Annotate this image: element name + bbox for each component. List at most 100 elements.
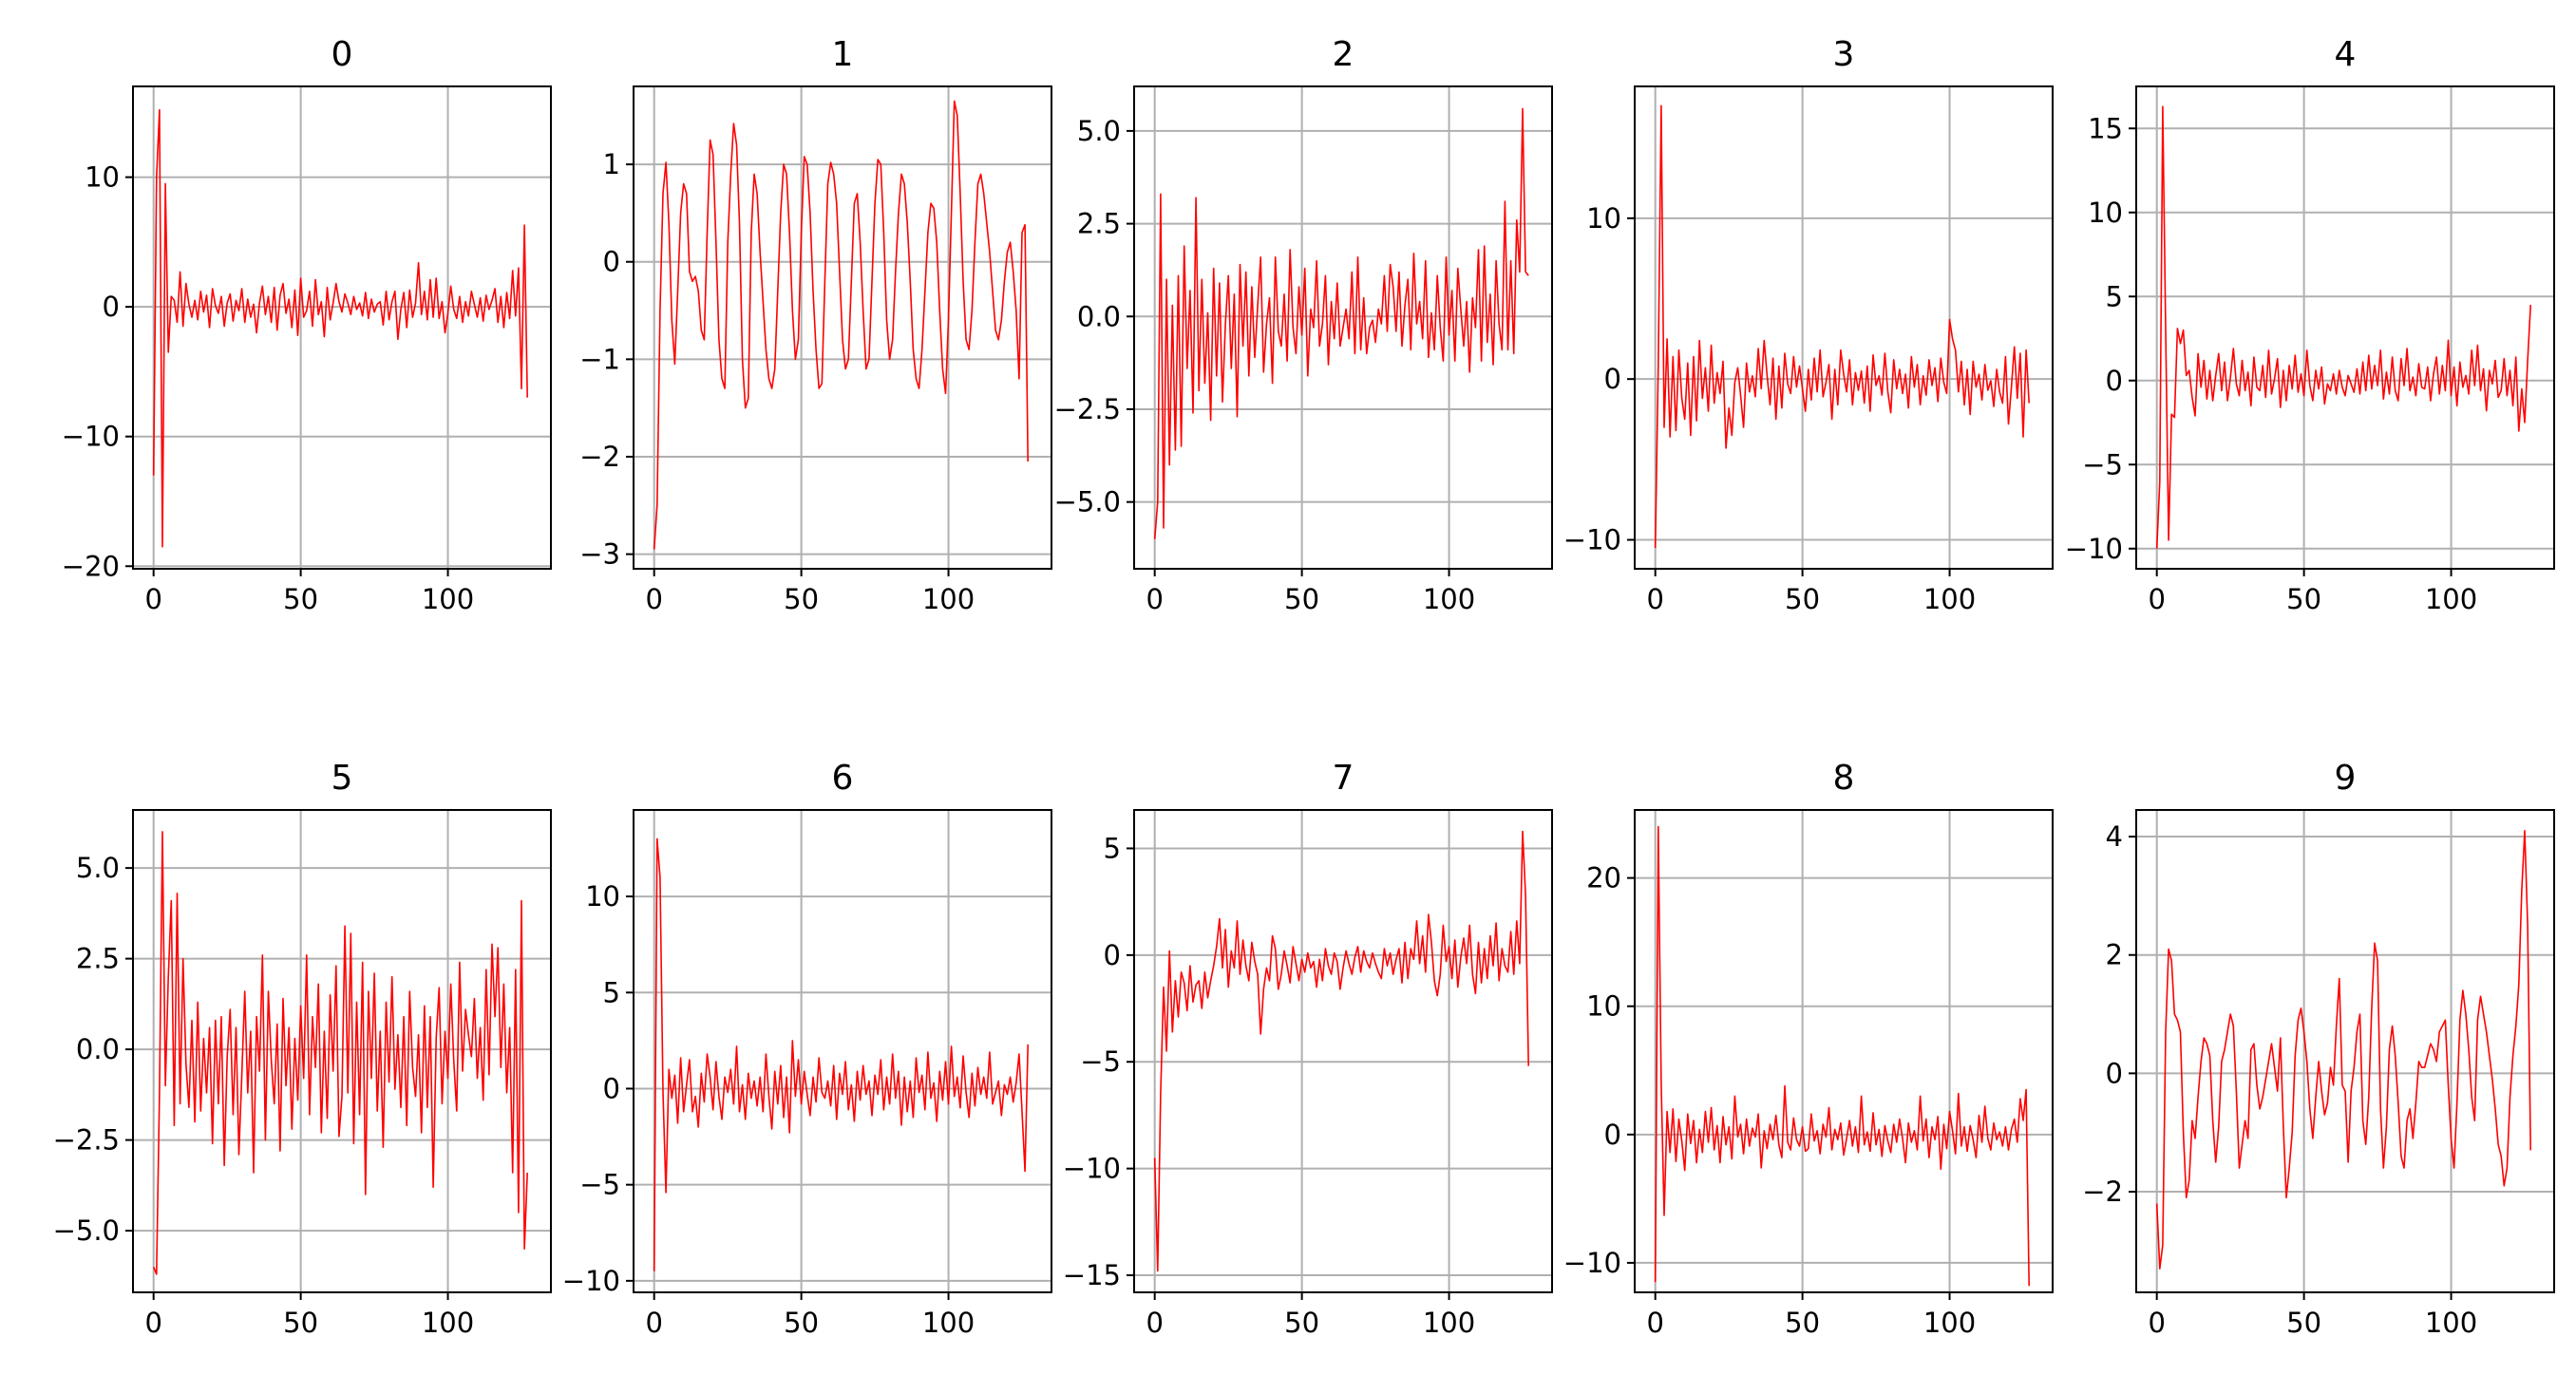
x-tick-label: 50 [283, 583, 318, 615]
panel-title: 0 [331, 35, 353, 74]
x-tick-label: 0 [645, 583, 662, 615]
y-tick-label: 10 [85, 161, 120, 194]
panel-title: 4 [2335, 35, 2357, 74]
y-tick-label: 2.5 [1077, 208, 1121, 240]
y-tick-label: 5 [603, 976, 620, 1008]
y-tick-label: −10 [1563, 1247, 1621, 1279]
panel-1: 0 50 100 −3 −2 −1 0 1 1 [579, 35, 1052, 615]
panel-5: 0 50 100 −5.0 −2.5 0.0 2.5 5.0 5 [53, 759, 552, 1339]
y-tick-label: −2 [2082, 1176, 2123, 1208]
y-tick-label: −10 [562, 1265, 620, 1297]
x-tick-label: 0 [1146, 583, 1163, 615]
plot-frame [1634, 85, 2054, 570]
panel-4: 0 50 100 −10 −5 0 5 10 15 4 [2065, 35, 2555, 615]
series-line [1153, 107, 1529, 539]
x-tick-label: 50 [1284, 1307, 1319, 1339]
panel-title: 6 [832, 759, 854, 798]
panel-title: 5 [331, 759, 353, 798]
x-tick-label: 100 [1423, 583, 1475, 615]
x-tick-label: 50 [1785, 1307, 1820, 1339]
panel-9: 0 50 100 −2 0 2 4 9 [2082, 759, 2555, 1339]
y-tick-label: 0 [1604, 363, 1621, 395]
y-tick-label: 10 [1586, 202, 1621, 235]
x-tick-label: 50 [2286, 1307, 2321, 1339]
y-tick-label: −2.5 [1054, 393, 1121, 425]
x-tick-label: 100 [1423, 1307, 1475, 1339]
x-tick-label: 50 [283, 1307, 318, 1339]
y-tick-label: −10 [1563, 524, 1621, 556]
y-tick-label: 10 [585, 880, 620, 913]
series-line [2155, 829, 2531, 1270]
x-tick-label: 50 [784, 583, 819, 615]
x-tick-label: 50 [1785, 583, 1820, 615]
y-tick-label: 5.0 [1077, 115, 1121, 147]
y-tick-label: −2 [579, 441, 620, 473]
y-tick-label: 0.0 [76, 1033, 120, 1065]
y-tick-label: 15 [2088, 112, 2123, 144]
panel-title: 8 [1833, 759, 1855, 798]
y-tick-label: −5 [1080, 1045, 1121, 1078]
x-tick-label: 0 [144, 583, 161, 615]
x-tick-label: 100 [922, 1307, 975, 1339]
series-line [1654, 104, 2030, 549]
plot-frame [1133, 85, 1553, 570]
x-tick-label: 100 [1923, 1307, 1976, 1339]
panel-title: 2 [1333, 35, 1354, 74]
y-tick-label: −15 [1063, 1259, 1121, 1291]
y-tick-label: 1 [603, 148, 620, 180]
y-tick-label: −2.5 [53, 1124, 120, 1157]
plot-frame [2135, 809, 2555, 1293]
y-tick-label: −20 [62, 550, 120, 582]
y-tick-label: −5.0 [53, 1214, 120, 1247]
panel-title: 9 [2335, 759, 2357, 798]
y-tick-label: −3 [579, 538, 620, 571]
y-tick-label: 0 [2106, 365, 2123, 397]
x-tick-label: 100 [2425, 583, 2477, 615]
y-tick-label: 5 [2106, 280, 2123, 312]
y-tick-label: −10 [1063, 1153, 1121, 1185]
y-tick-label: 0 [603, 246, 620, 278]
series-line [1153, 830, 1529, 1272]
y-tick-label: 5 [1104, 832, 1121, 864]
series-line [152, 831, 528, 1275]
y-tick-label: −5.0 [1054, 486, 1121, 518]
y-tick-label: 4 [2106, 820, 2123, 853]
plot-frame [1133, 809, 1553, 1293]
panel-title: 7 [1333, 759, 1354, 798]
x-tick-label: 50 [1284, 583, 1319, 615]
panel-2: 0 50 100 −5.0 −2.5 0.0 2.5 5.0 2 [1054, 35, 1553, 615]
y-tick-label: 20 [1586, 862, 1621, 894]
y-tick-label: −5 [579, 1169, 620, 1201]
plot-frame [1634, 809, 2054, 1293]
y-tick-label: 0.0 [1077, 300, 1121, 332]
x-tick-label: 0 [645, 1307, 662, 1339]
panel-8: 0 50 100 −10 0 10 20 8 [1563, 759, 2054, 1339]
x-tick-label: 0 [2148, 583, 2165, 615]
plot-frame [2135, 85, 2555, 570]
panel-title: 3 [1833, 35, 1855, 74]
y-tick-label: 10 [2088, 197, 2123, 229]
y-tick-label: −1 [579, 343, 620, 375]
x-tick-label: 0 [1646, 583, 1663, 615]
x-tick-label: 0 [1646, 1307, 1663, 1339]
x-tick-label: 100 [422, 1307, 474, 1339]
panel-3: 0 50 100 −10 0 10 3 [1563, 35, 2054, 615]
y-tick-label: −5 [2082, 448, 2123, 480]
x-tick-label: 100 [2425, 1307, 2477, 1339]
x-tick-label: 50 [784, 1307, 819, 1339]
series-line [653, 100, 1029, 550]
x-tick-label: 100 [422, 583, 474, 615]
panel-title: 1 [832, 35, 854, 74]
y-tick-label: −10 [62, 421, 120, 453]
plot-frame [132, 85, 552, 570]
x-tick-label: 0 [144, 1307, 161, 1339]
plot-frame [633, 85, 1052, 570]
y-tick-label: 0 [1104, 939, 1121, 971]
y-tick-label: 0 [103, 291, 120, 323]
plot-frame [633, 809, 1052, 1293]
y-tick-label: 0 [603, 1072, 620, 1104]
y-tick-label: 10 [1586, 990, 1621, 1023]
y-tick-label: −10 [2065, 533, 2123, 565]
y-tick-label: 2.5 [76, 943, 120, 975]
